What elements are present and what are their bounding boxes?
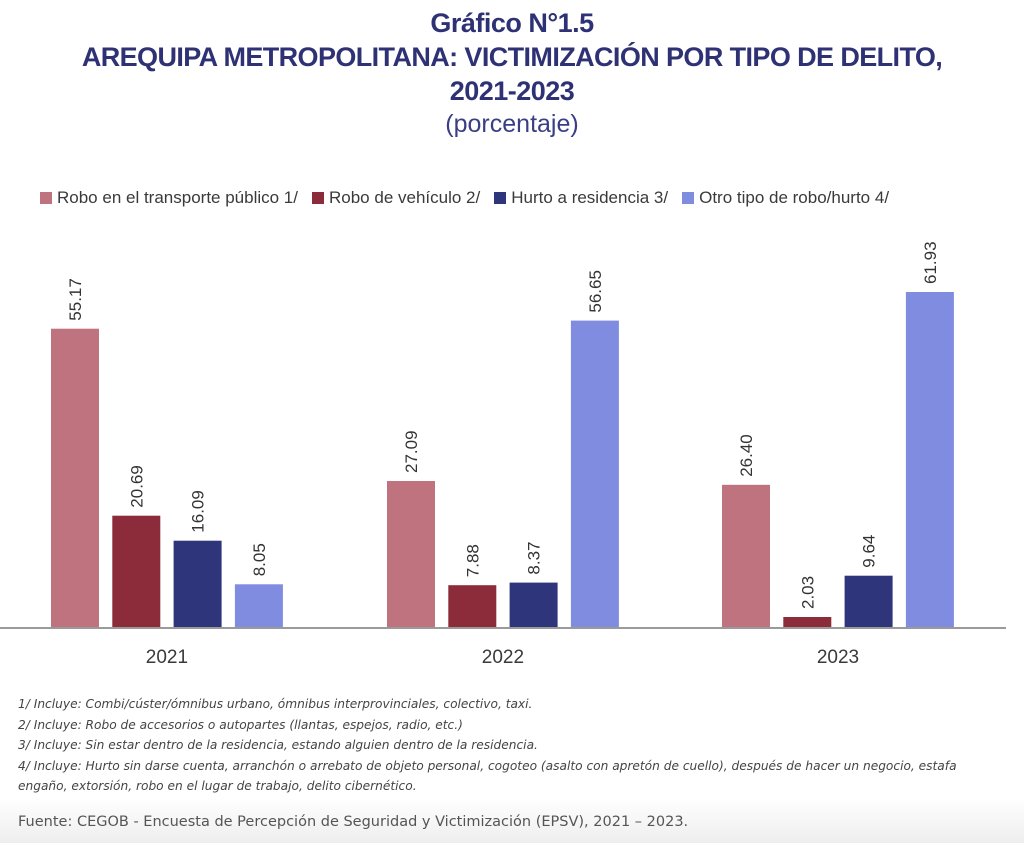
- bar-2022-series-3: [509, 582, 558, 628]
- chart-title: AREQUIPA METROPOLITANA: VICTIMIZACIÓN PO…: [81, 42, 943, 72]
- footnotes: 1/ Incluye: Combi/cúster/ómnibus urbano,…: [18, 694, 1008, 797]
- bar-2021-series-2: [112, 515, 161, 628]
- legend-swatch: [682, 192, 695, 204]
- data-label: 26.40: [737, 434, 756, 477]
- data-label: 9.64: [860, 535, 879, 568]
- bar-2023-series-3: [844, 575, 893, 628]
- data-label: 61.93: [921, 241, 940, 284]
- bar-2023-series-4: [905, 292, 954, 628]
- bar-2023-series-2: [783, 617, 832, 628]
- legend-label: Hurto a residencia 3/: [511, 188, 669, 207]
- legend: Robo en el transporte público 1/ Robo de…: [40, 188, 903, 208]
- legend-label: Robo en el transporte público 1/: [57, 188, 298, 207]
- bar-2021-series-4: [234, 584, 283, 628]
- chart-header: Gráfico N°1.5 AREQUIPA METROPOLITANA: VI…: [0, 6, 1024, 140]
- data-label: 8.05: [250, 543, 269, 576]
- footer-band: [0, 798, 1024, 843]
- legend-label: Otro tipo de robo/hurto 4/: [699, 188, 890, 207]
- chart-subtitle: (porcentaje): [445, 110, 579, 138]
- legend-swatch: [494, 192, 507, 204]
- x-tick-label: 2022: [482, 647, 524, 668]
- data-label: 16.09: [189, 490, 208, 533]
- bar-2022-series-1: [387, 481, 435, 628]
- data-label: 56.65: [586, 270, 605, 313]
- labels-group: 55.17 20.69 16.09 8.05 2021 27.09 7.88 8.37 56.6…: [66, 241, 940, 668]
- source-note: Fuente: CEGOB - Encuesta de Percepción d…: [18, 814, 689, 830]
- data-label: 2.03: [798, 576, 817, 609]
- legend-item-transporte: Robo en el transporte público 1/: [40, 188, 298, 208]
- bar-2022-series-2: [448, 585, 497, 628]
- footnote-3: 3/ Incluye: Sin estar dentro de la resid…: [18, 738, 538, 752]
- bar-2023-series-1: [722, 484, 770, 628]
- bar-2021-series-3: [173, 540, 222, 628]
- data-label: 20.69: [127, 465, 146, 508]
- data-label: 7.88: [463, 544, 482, 577]
- data-label: 27.09: [402, 430, 421, 473]
- legend-swatch: [312, 192, 324, 204]
- footnote-2: 2/ Incluye: Robo de accesorios o autopar…: [18, 717, 463, 732]
- data-label: 55.17: [66, 278, 85, 321]
- legend-item-otro: Otro tipo de robo/hurto 4/: [682, 188, 889, 208]
- legend-item-residencia: Hurto a residencia 3/: [494, 188, 668, 208]
- footnote-1: 1/ Incluye: Combi/cúster/ómnibus urbano,…: [18, 697, 533, 711]
- figure-number: Gráfico N°1.5: [430, 8, 594, 38]
- data-label: 8.37: [525, 542, 544, 575]
- legend-swatch: [40, 192, 52, 204]
- legend-label: Robo de vehículo 2/: [329, 188, 481, 207]
- footnote-4: 4/ Incluye: Hurto sin darse cuenta, arra…: [18, 758, 957, 794]
- x-tick-label: 2021: [146, 647, 188, 668]
- bar-2022-series-4: [570, 320, 619, 628]
- legend-item-vehiculo: Robo de vehículo 2/: [312, 188, 480, 208]
- bars-group: [51, 292, 954, 628]
- bar-2021-series-1: [51, 328, 99, 628]
- chart-title-years: 2021-2023: [449, 76, 575, 106]
- x-tick-label: 2023: [817, 647, 859, 668]
